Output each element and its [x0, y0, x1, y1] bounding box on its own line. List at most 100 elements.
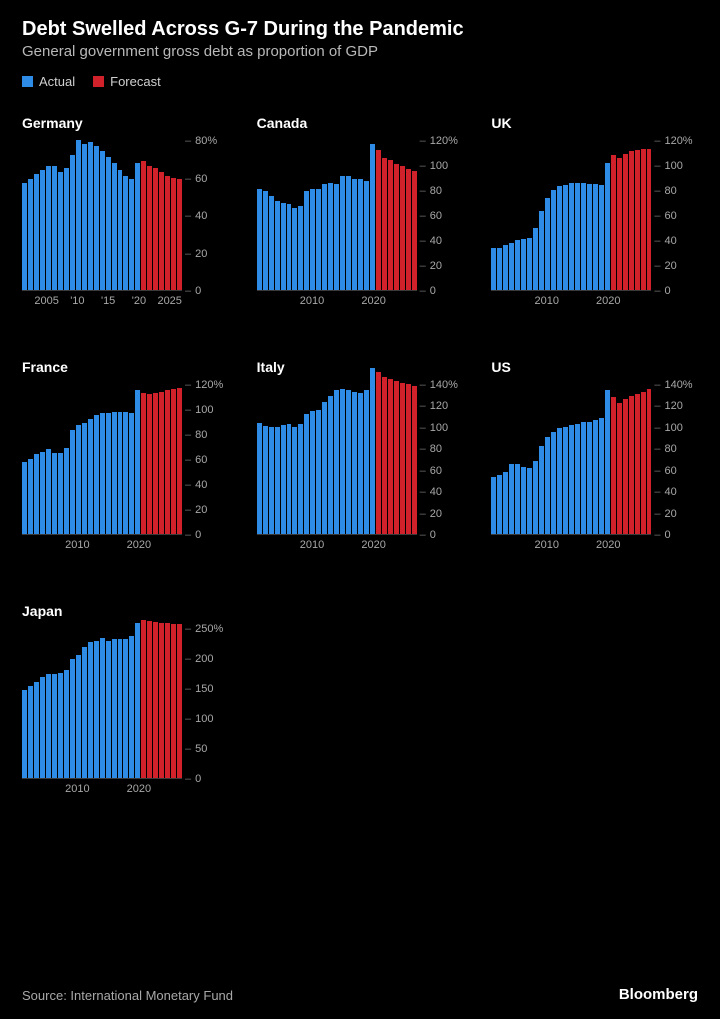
bar — [527, 238, 532, 291]
panel-uk: UK–120%–100–80–60–40–20–020102020 — [491, 115, 696, 311]
bar — [58, 453, 63, 534]
bar — [165, 176, 170, 290]
y-tick-label: 100 — [664, 422, 682, 434]
bar — [52, 166, 57, 290]
bar — [135, 390, 140, 534]
bar — [94, 146, 99, 290]
tick-mark-icon: – — [654, 508, 660, 520]
chart-area — [257, 141, 417, 291]
bar — [263, 191, 268, 290]
y-tick-label: 40 — [195, 210, 207, 222]
bar-group — [22, 141, 182, 290]
bar — [118, 170, 123, 290]
x-tick-label: 2010 — [300, 539, 324, 551]
bar — [557, 428, 562, 534]
y-axis: –120%–100–80–60–40–20–0 — [651, 141, 696, 291]
tick-mark-icon: – — [420, 160, 426, 172]
tick-mark-icon: – — [185, 504, 191, 516]
tick-mark-icon: – — [185, 743, 191, 755]
y-tick-label: 60 — [430, 210, 442, 222]
bar — [88, 419, 93, 534]
y-axis: –80%–60–40–20–0 — [182, 141, 227, 291]
bar — [135, 163, 140, 291]
bar — [533, 461, 538, 534]
bar — [112, 163, 117, 291]
tick-mark-icon: – — [420, 135, 426, 147]
bar — [88, 642, 93, 778]
tick-mark-icon: – — [654, 160, 660, 172]
bar — [605, 390, 610, 534]
bar — [28, 686, 33, 778]
x-tick-label: 2020 — [361, 539, 385, 551]
panel-italy: Italy–140%–120–100–80–60–40–20–020102020 — [257, 359, 462, 555]
y-tick: –0 — [182, 285, 201, 297]
y-tick: –120 — [651, 400, 682, 412]
chart-area — [22, 141, 182, 291]
bar — [64, 448, 69, 534]
y-tick: –40 — [651, 235, 676, 247]
bar — [364, 181, 369, 290]
bar — [147, 166, 152, 290]
tick-mark-icon: – — [654, 135, 660, 147]
bar — [287, 204, 292, 290]
bar — [509, 464, 514, 534]
y-tick-label: 0 — [430, 285, 436, 297]
x-tick-label: 2020 — [127, 783, 151, 795]
y-tick: –80% — [182, 135, 217, 147]
y-tick-label: 20 — [195, 504, 207, 516]
bar — [171, 389, 176, 534]
y-tick-label: 20 — [430, 260, 442, 272]
bar — [64, 168, 69, 290]
y-tick-label: 120 — [664, 400, 682, 412]
bar — [40, 677, 45, 778]
y-axis: –120%–100–80–60–40–20–0 — [417, 141, 462, 291]
bar — [497, 248, 502, 291]
tick-mark-icon: – — [654, 379, 660, 391]
y-tick: –80 — [182, 429, 207, 441]
y-tick: –100 — [182, 404, 213, 416]
bar — [275, 201, 280, 290]
tick-mark-icon: – — [654, 210, 660, 222]
bar — [527, 468, 532, 534]
chart-area — [22, 629, 182, 779]
y-tick-label: 0 — [195, 285, 201, 297]
bar — [551, 432, 556, 534]
bar — [316, 189, 321, 290]
chart-wrap: –250%–200–150–100–50–0 — [22, 629, 227, 779]
bar — [281, 203, 286, 291]
y-tick-label: 100 — [430, 160, 448, 172]
bar — [263, 426, 268, 534]
y-tick-label: 20 — [664, 260, 676, 272]
bar — [623, 399, 628, 534]
y-tick-label: 150 — [195, 683, 213, 695]
y-tick-label: 100 — [195, 404, 213, 416]
y-tick-label: 0 — [664, 529, 670, 541]
y-tick: –140% — [651, 379, 692, 391]
panel-canada: Canada–120%–100–80–60–40–20–020102020 — [257, 115, 462, 311]
x-axis: 20102020 — [491, 295, 651, 311]
bar — [123, 639, 128, 778]
bar — [287, 424, 292, 534]
bar — [551, 190, 556, 290]
panel-title: US — [491, 359, 696, 375]
source-text: Source: International Monetary Fund — [22, 988, 233, 1003]
bar — [629, 396, 634, 534]
chart-wrap: –140%–120–100–80–60–40–20–0 — [491, 385, 696, 535]
chart-area — [491, 141, 651, 291]
bar — [257, 423, 262, 534]
bar — [394, 381, 399, 534]
bar — [322, 184, 327, 290]
y-tick-label: 120 — [430, 400, 448, 412]
chart-wrap: –80%–60–40–20–0 — [22, 141, 227, 291]
bar — [58, 673, 63, 778]
bar — [641, 149, 646, 290]
y-tick: –120 — [417, 400, 448, 412]
y-tick: –40 — [417, 235, 442, 247]
bar — [159, 623, 164, 778]
y-tick: –60 — [182, 454, 207, 466]
x-tick-label: 2010 — [65, 783, 89, 795]
tick-mark-icon: – — [654, 486, 660, 498]
bar — [569, 183, 574, 291]
tick-mark-icon: – — [185, 429, 191, 441]
y-tick-label: 60 — [664, 210, 676, 222]
